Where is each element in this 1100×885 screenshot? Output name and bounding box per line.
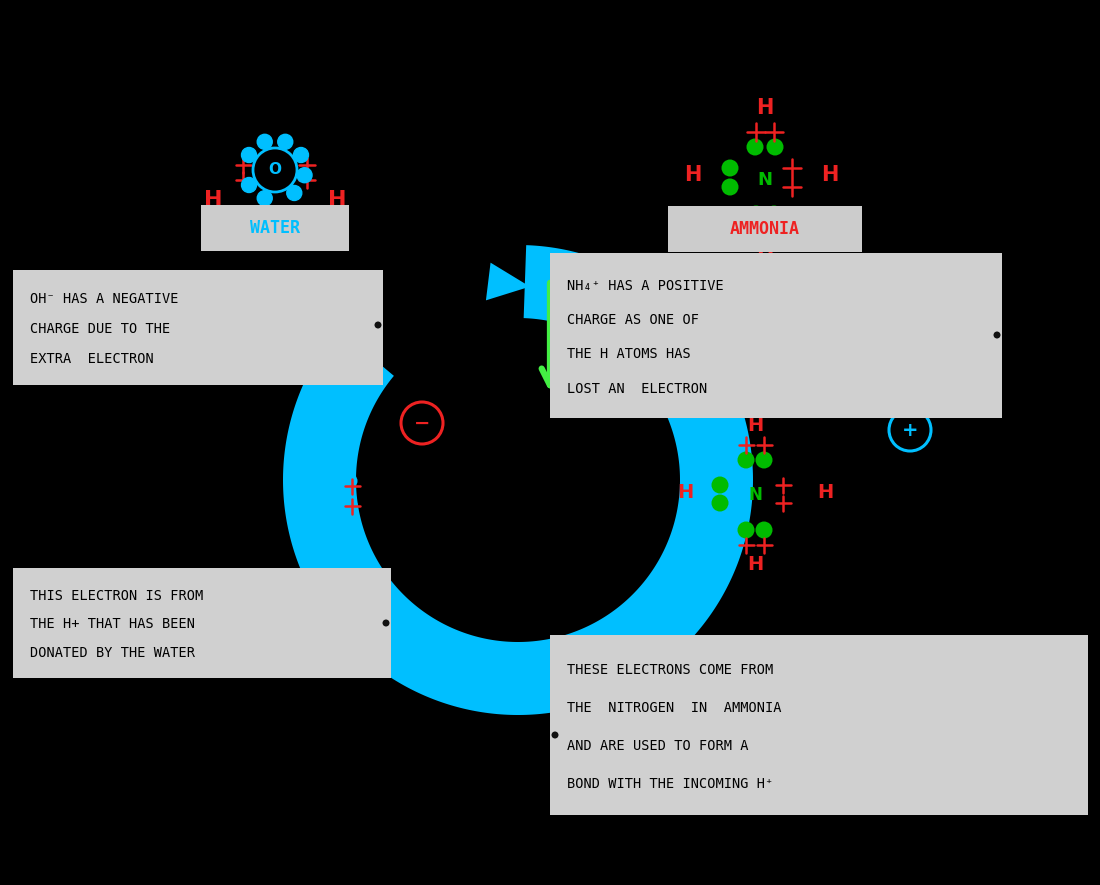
FancyBboxPatch shape xyxy=(550,635,1088,815)
Text: CHARGE DUE TO THE: CHARGE DUE TO THE xyxy=(30,322,170,336)
Circle shape xyxy=(324,512,340,527)
Text: DONATED BY THE WATER: DONATED BY THE WATER xyxy=(30,646,195,660)
Text: H: H xyxy=(822,165,838,185)
Circle shape xyxy=(737,521,755,538)
FancyBboxPatch shape xyxy=(13,568,390,678)
Circle shape xyxy=(767,138,783,156)
Text: H: H xyxy=(757,98,773,118)
FancyBboxPatch shape xyxy=(13,270,383,385)
Text: H: H xyxy=(204,190,222,210)
Circle shape xyxy=(287,186,301,201)
Text: H: H xyxy=(817,483,833,503)
FancyBboxPatch shape xyxy=(550,253,1002,418)
Text: THE H+ THAT HAS BEEN: THE H+ THAT HAS BEEN xyxy=(30,618,195,631)
Circle shape xyxy=(756,451,772,468)
Text: H: H xyxy=(757,242,773,262)
Text: AMMONIA: AMMONIA xyxy=(730,220,800,238)
Polygon shape xyxy=(486,263,530,300)
Text: H: H xyxy=(684,165,702,185)
Circle shape xyxy=(305,512,319,527)
Circle shape xyxy=(737,451,755,468)
Text: H: H xyxy=(747,415,763,435)
Circle shape xyxy=(756,521,772,538)
Text: THIS ELECTRON IS FROM: THIS ELECTRON IS FROM xyxy=(30,589,204,603)
Circle shape xyxy=(257,190,272,205)
Polygon shape xyxy=(283,245,754,715)
Text: NH₄⁺ HAS A POSITIVE: NH₄⁺ HAS A POSITIVE xyxy=(566,279,724,293)
Text: H: H xyxy=(328,190,346,210)
Circle shape xyxy=(748,205,764,222)
Circle shape xyxy=(286,473,301,489)
Circle shape xyxy=(551,732,559,738)
Circle shape xyxy=(747,138,763,156)
Text: THE  NITROGEN  IN  AMMONIA: THE NITROGEN IN AMMONIA xyxy=(566,701,781,715)
Circle shape xyxy=(242,178,256,193)
Text: N: N xyxy=(748,486,762,504)
Text: H: H xyxy=(747,556,763,574)
Polygon shape xyxy=(324,352,366,396)
Circle shape xyxy=(286,497,301,512)
Text: WATER: WATER xyxy=(250,219,300,237)
Circle shape xyxy=(712,476,728,494)
Text: OH⁻ HAS A NEGATIVE: OH⁻ HAS A NEGATIVE xyxy=(30,292,178,306)
Circle shape xyxy=(278,135,293,150)
Text: H: H xyxy=(322,543,338,563)
Text: THESE ELECTRONS COME FROM: THESE ELECTRONS COME FROM xyxy=(566,663,773,677)
Text: LOST AN  ELECTRON: LOST AN ELECTRON xyxy=(566,382,707,396)
Text: +: + xyxy=(902,420,918,440)
Text: −: − xyxy=(414,413,430,433)
Text: EXTRA  ELECTRON: EXTRA ELECTRON xyxy=(30,352,154,366)
FancyBboxPatch shape xyxy=(668,206,862,252)
Circle shape xyxy=(342,473,358,489)
Circle shape xyxy=(993,332,1001,338)
Text: THE H ATOMS HAS: THE H ATOMS HAS xyxy=(566,348,691,361)
Circle shape xyxy=(342,497,358,512)
Circle shape xyxy=(383,620,389,627)
Circle shape xyxy=(257,135,272,150)
FancyBboxPatch shape xyxy=(201,205,349,251)
Circle shape xyxy=(242,148,256,163)
Text: BOND WITH THE INCOMING H⁺: BOND WITH THE INCOMING H⁺ xyxy=(566,776,773,790)
Circle shape xyxy=(305,458,319,473)
Text: AND ARE USED TO FORM A: AND ARE USED TO FORM A xyxy=(566,739,748,753)
Text: H: H xyxy=(676,483,693,503)
Text: O: O xyxy=(268,163,282,178)
Circle shape xyxy=(722,179,738,196)
Circle shape xyxy=(722,159,738,176)
Circle shape xyxy=(294,148,308,163)
Text: N: N xyxy=(758,171,772,189)
Text: CHARGE AS ONE OF: CHARGE AS ONE OF xyxy=(566,313,698,327)
Circle shape xyxy=(324,458,340,473)
Circle shape xyxy=(297,168,312,182)
Circle shape xyxy=(712,495,728,512)
Circle shape xyxy=(374,321,382,328)
Circle shape xyxy=(766,205,782,222)
Text: O: O xyxy=(316,486,328,500)
